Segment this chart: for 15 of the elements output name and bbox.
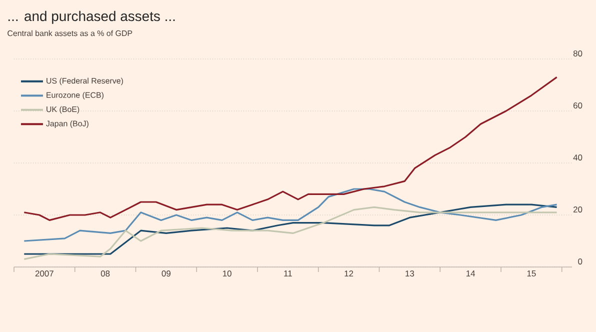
x-tick-label: 13 bbox=[406, 270, 414, 277]
y-tick-label: 20 bbox=[573, 206, 582, 212]
x-tick-label: 14 bbox=[466, 270, 476, 276]
x-tick-label: 09 bbox=[162, 270, 170, 277]
y-tick-label: 80 bbox=[573, 50, 582, 56]
x-tick-label: 08 bbox=[100, 270, 110, 277]
x-tick-label: 15 bbox=[527, 270, 536, 276]
y-tick-label: 60 bbox=[574, 102, 582, 108]
chart-title: ... and purchased assets ... bbox=[8, 10, 175, 24]
x-tick-label: 12 bbox=[344, 270, 354, 276]
x-tick-label: 10 bbox=[222, 270, 232, 277]
y-tick-label: 0 bbox=[578, 258, 582, 264]
x-tick-label: 11 bbox=[284, 270, 292, 276]
x-tick-label: 2007 bbox=[35, 270, 54, 277]
y-tick-label: 40 bbox=[573, 154, 582, 160]
